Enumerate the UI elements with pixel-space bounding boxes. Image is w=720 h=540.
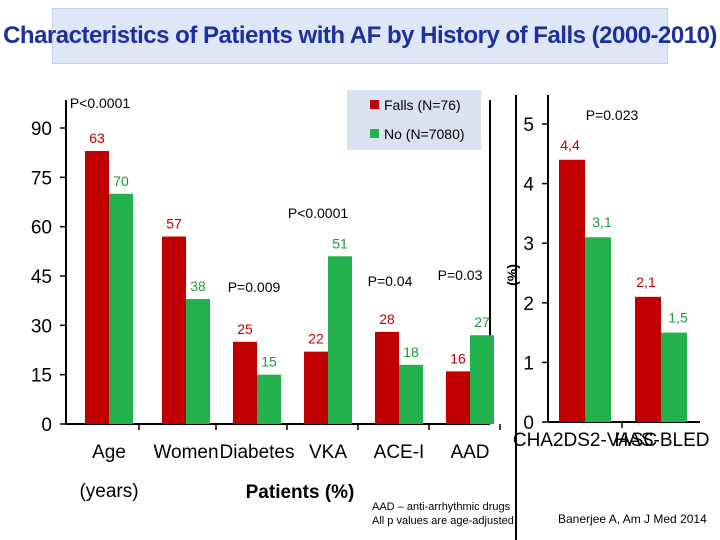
y-tick-label: 30 xyxy=(31,316,52,337)
y-tick-label: 0 xyxy=(41,415,52,436)
bar-falls xyxy=(162,236,186,424)
footnote: AAD – anti-arrhythmic drugs All p values… xyxy=(372,500,514,528)
bar-no xyxy=(109,193,133,424)
y-tick-label: 75 xyxy=(31,168,52,189)
bar-no xyxy=(257,374,281,424)
data-label-no: 18 xyxy=(403,344,419,360)
bar-falls xyxy=(446,371,470,424)
y-tick-label: 90 xyxy=(31,119,52,140)
data-label-falls: 57 xyxy=(166,216,182,232)
bar-falls xyxy=(375,331,399,424)
bar-no xyxy=(328,256,352,424)
category-label: Diabetes xyxy=(220,442,295,463)
y-tick-label: 3 xyxy=(523,234,534,255)
data-label-no: 38 xyxy=(190,278,206,294)
bar-falls xyxy=(559,159,585,422)
y-tick-label: 4 xyxy=(523,175,534,196)
bar-falls xyxy=(304,351,328,424)
title-banner: Characteristics of Patients with AF by H… xyxy=(3,8,717,64)
chart-title: Characteristics of Patients with AF by H… xyxy=(3,22,717,49)
x-axis-title: Patients (%) xyxy=(246,482,355,503)
legend-label-no: No (N=7080) xyxy=(384,126,465,142)
data-label-no: 27 xyxy=(474,314,490,330)
footnote-line: All p values are age-adjusted xyxy=(372,515,514,527)
y-tick-label: 15 xyxy=(31,366,52,387)
bar-falls xyxy=(233,341,257,424)
bar-no xyxy=(399,364,423,424)
y-axis-title-right: (%) xyxy=(504,264,520,286)
data-label-falls: 22 xyxy=(308,331,324,347)
data-label-no: 70 xyxy=(113,173,129,189)
legend-label-falls: Falls (N=76) xyxy=(384,97,461,113)
y-tick-label: 0 xyxy=(523,413,534,434)
y-tick-label: 45 xyxy=(31,267,52,288)
bar-no xyxy=(186,299,210,424)
p-value-label: P=0.023 xyxy=(586,107,639,123)
category-label: AAD xyxy=(450,442,489,463)
p-value-label: P=0.009 xyxy=(228,279,281,295)
category-label: CHA2DS2-VASC xyxy=(513,430,657,451)
data-label-no: 51 xyxy=(332,235,348,251)
data-label-falls: 63 xyxy=(89,130,105,146)
data-label-no: 1,5 xyxy=(668,310,688,326)
data-label-falls: 28 xyxy=(379,311,395,327)
p-value-label: P<0.0001 xyxy=(70,95,131,111)
footnote-line: AAD – anti-arrhythmic drugs xyxy=(372,501,511,513)
bar-no xyxy=(585,237,611,422)
y-tick-label: 60 xyxy=(31,218,52,239)
bar-falls xyxy=(635,296,661,422)
p-value-label: P<0.0001 xyxy=(288,205,349,221)
y-tick-label: 5 xyxy=(523,115,534,136)
category-sublabel: (years) xyxy=(79,481,138,502)
category-label: Age xyxy=(92,442,126,463)
data-label-no: 15 xyxy=(261,354,277,370)
legend-swatch-falls xyxy=(370,100,379,109)
citation: Banerjee A, Am J Med 2014 xyxy=(558,512,707,526)
data-label-falls: 4,4 xyxy=(560,137,580,153)
category-label: HAS-BLED xyxy=(614,430,709,451)
bar-no xyxy=(661,332,687,422)
category-label: Women xyxy=(153,442,218,463)
p-value-label: P=0.03 xyxy=(438,267,483,283)
p-value-label: P=0.04 xyxy=(368,273,413,289)
y-tick-label: 1 xyxy=(523,353,534,374)
data-label-falls: 25 xyxy=(237,321,253,337)
y-tick-label: 2 xyxy=(523,294,534,315)
category-label: VKA xyxy=(309,442,347,463)
legend-swatch-no xyxy=(370,129,379,138)
bar-no xyxy=(470,335,494,424)
category-label: ACE-I xyxy=(374,442,425,463)
data-label-no: 3,1 xyxy=(592,214,612,230)
bar-falls xyxy=(85,151,109,424)
data-label-falls: 16 xyxy=(450,350,466,366)
data-label-falls: 2,1 xyxy=(636,274,656,290)
legend-box xyxy=(347,90,481,150)
